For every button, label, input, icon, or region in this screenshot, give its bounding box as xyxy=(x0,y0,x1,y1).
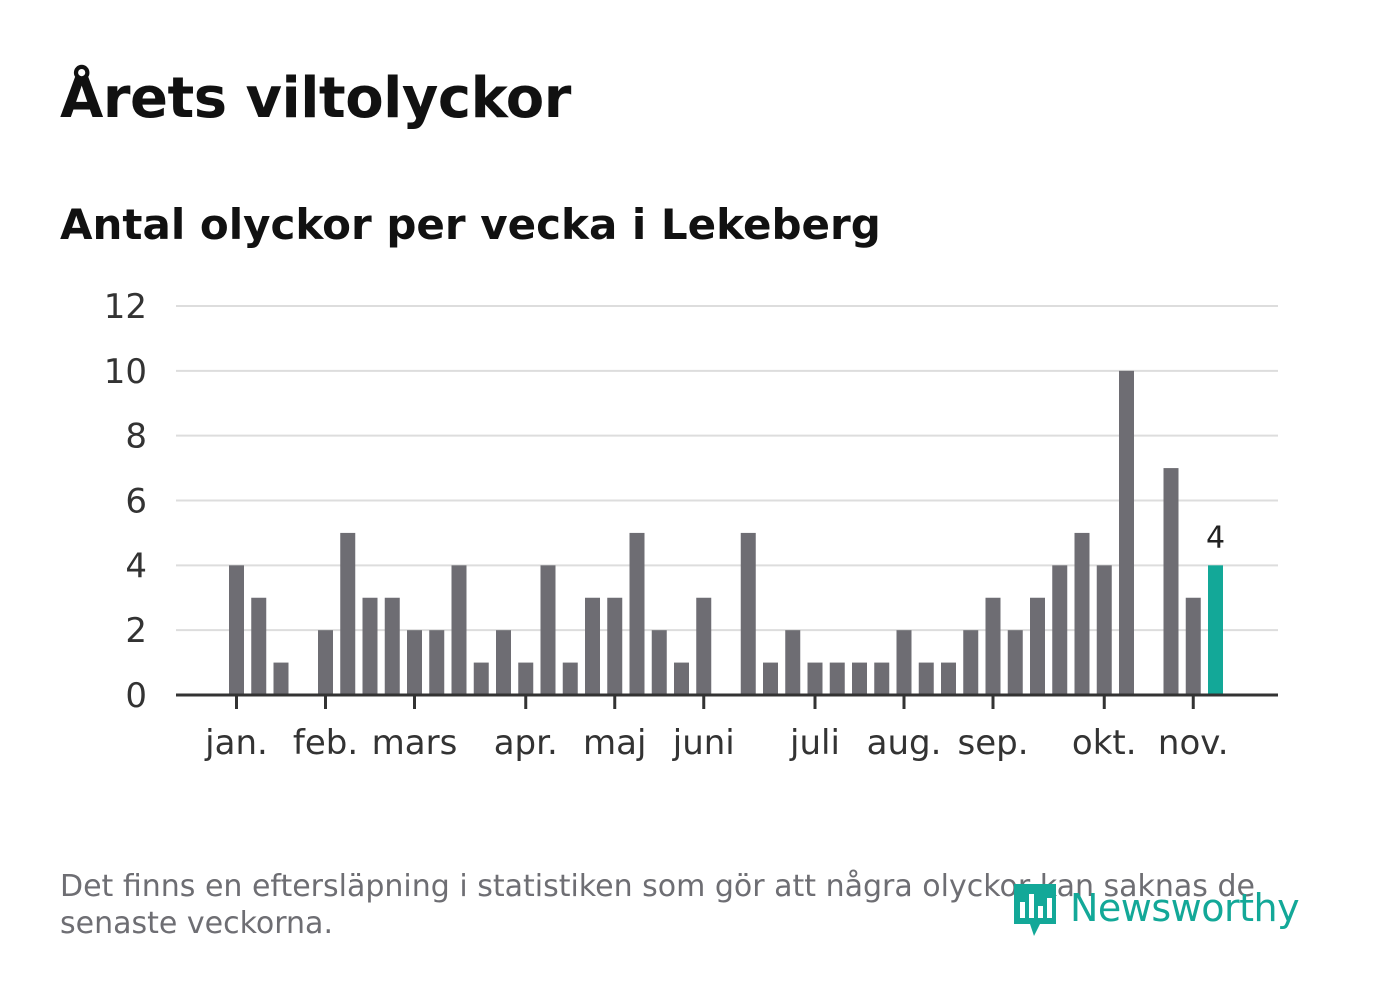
bar xyxy=(829,662,845,695)
brand-name: Newsworthy xyxy=(1070,886,1300,930)
bar xyxy=(963,630,979,695)
bar xyxy=(562,662,578,695)
bar xyxy=(852,662,867,695)
bar xyxy=(918,662,934,695)
y-tick-label: 12 xyxy=(104,287,147,327)
bar xyxy=(874,662,890,695)
bar xyxy=(429,630,445,695)
y-tick-label: 6 xyxy=(125,482,147,522)
bar xyxy=(674,662,689,695)
newsworthy-logo-icon xyxy=(1014,884,1056,936)
bar xyxy=(473,662,489,695)
chart-subtitle: Antal olyckor per vecka i Lekeberg xyxy=(60,200,881,249)
bar xyxy=(1007,630,1023,695)
x-tick-label: okt. xyxy=(1072,723,1137,763)
y-tick-label: 8 xyxy=(125,417,147,457)
chart-title: Årets viltolyckor xyxy=(60,66,571,131)
bar xyxy=(651,630,667,695)
brand-logo: Newsworthy xyxy=(1010,878,1300,938)
bar xyxy=(1096,565,1112,695)
bar xyxy=(740,532,756,695)
bar xyxy=(696,597,712,695)
bar xyxy=(1074,532,1090,695)
bar xyxy=(251,597,267,695)
bar xyxy=(407,630,422,695)
x-tick-label: maj xyxy=(583,723,646,763)
bar xyxy=(1030,597,1045,695)
x-tick-label: feb. xyxy=(293,723,358,763)
bar xyxy=(496,630,511,695)
bar xyxy=(362,597,378,695)
bar xyxy=(607,597,623,695)
x-tick-label: juni xyxy=(672,723,735,763)
y-tick-label: 2 xyxy=(125,611,147,651)
bar xyxy=(273,662,289,695)
y-tick-label: 0 xyxy=(125,676,147,716)
bar xyxy=(985,597,1001,695)
x-tick-label: aug. xyxy=(867,723,942,763)
x-tick-label: apr. xyxy=(494,723,558,763)
x-tick-label: jan. xyxy=(204,723,268,763)
x-tick-label: mars xyxy=(372,723,458,763)
bar xyxy=(1052,565,1068,695)
bar xyxy=(807,662,823,695)
bar xyxy=(1119,370,1134,695)
highlight-bar xyxy=(1208,565,1223,695)
bar xyxy=(629,532,645,695)
bar xyxy=(763,662,778,695)
bar xyxy=(1163,468,1179,695)
bar xyxy=(229,565,244,695)
bar xyxy=(785,630,801,695)
x-tick-label: nov. xyxy=(1158,723,1229,763)
x-tick-label: sep. xyxy=(957,723,1028,763)
bar xyxy=(340,532,356,695)
bar xyxy=(384,597,400,695)
bar xyxy=(941,662,956,695)
x-tick-label: juli xyxy=(789,723,840,763)
bar xyxy=(318,630,333,695)
data-label: 4 xyxy=(1206,520,1225,555)
y-tick-label: 4 xyxy=(125,546,147,586)
bar xyxy=(540,565,556,695)
bar xyxy=(1185,597,1201,695)
y-tick-label: 10 xyxy=(104,352,147,392)
bar xyxy=(896,630,912,695)
bar xyxy=(451,565,467,695)
bar xyxy=(585,597,600,695)
bar xyxy=(518,662,534,695)
